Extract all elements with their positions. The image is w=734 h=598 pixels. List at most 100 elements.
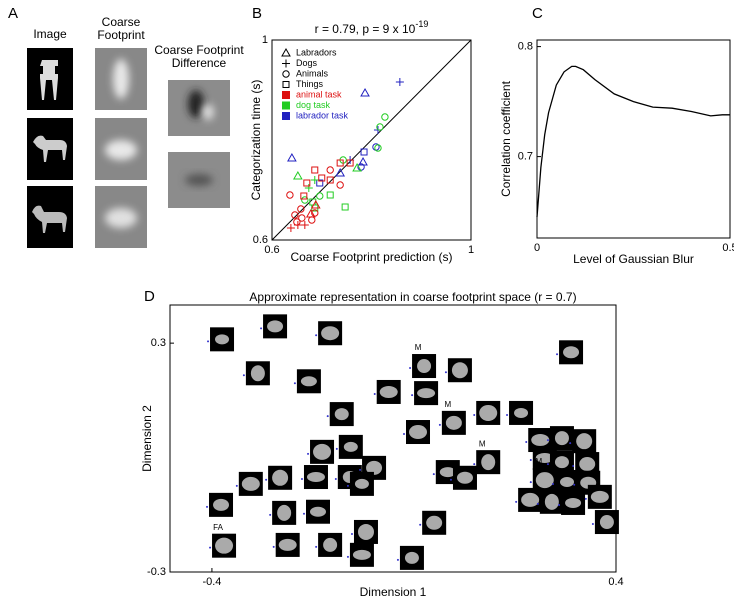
position-dot bbox=[346, 555, 349, 558]
thumbnail-object bbox=[321, 326, 340, 341]
position-dot bbox=[515, 500, 518, 503]
y-tick-label: 0.6 bbox=[253, 234, 268, 246]
y-tick-label: 1 bbox=[262, 34, 268, 46]
thumbnail-object bbox=[241, 476, 260, 491]
plot-frame bbox=[271, 39, 472, 241]
panel-label: B bbox=[252, 5, 262, 22]
x-tick-label: 0 bbox=[534, 242, 540, 254]
thumbnail-object bbox=[535, 472, 554, 489]
data-point bbox=[301, 196, 309, 204]
data-point bbox=[287, 152, 297, 162]
position-dot bbox=[449, 478, 452, 481]
chair-silhouette bbox=[40, 60, 58, 100]
thumbnail-object bbox=[306, 472, 325, 483]
thumbnail-object bbox=[445, 415, 462, 430]
thumbnail-object bbox=[323, 537, 338, 552]
thumbnail-object bbox=[590, 490, 609, 503]
thumbnail-object bbox=[267, 320, 284, 333]
thumbnail-object bbox=[366, 460, 383, 475]
data-point bbox=[298, 214, 306, 222]
x-tick-label: 0.5 bbox=[722, 242, 734, 254]
plot-frame bbox=[536, 39, 731, 239]
thumbnail-object bbox=[417, 359, 432, 374]
position-dot bbox=[419, 523, 422, 526]
y-tick-label: 0.7 bbox=[518, 151, 533, 163]
position-dot bbox=[350, 532, 353, 535]
image-column bbox=[27, 48, 73, 248]
data-point bbox=[305, 208, 316, 218]
thumbnail-object bbox=[579, 457, 596, 472]
column-header: Coarse Footprint Difference bbox=[154, 43, 244, 70]
position-dot bbox=[546, 463, 549, 466]
legend-marker bbox=[281, 47, 291, 57]
difference-blob bbox=[185, 174, 213, 186]
data-point bbox=[286, 191, 294, 199]
thumbnail-object bbox=[426, 515, 443, 530]
position-dot bbox=[206, 505, 209, 508]
data-point bbox=[360, 87, 370, 97]
position-dot bbox=[444, 371, 447, 374]
position-dot bbox=[409, 367, 412, 370]
position-dot bbox=[307, 452, 310, 455]
data-point bbox=[381, 113, 389, 121]
data-point bbox=[346, 159, 354, 167]
thumbnail-object bbox=[417, 388, 436, 399]
thumbnail-object bbox=[409, 425, 428, 440]
thumbnail-object bbox=[352, 549, 371, 560]
position-dot bbox=[569, 442, 572, 445]
data-point bbox=[293, 221, 302, 229]
footprint-column bbox=[95, 48, 147, 248]
point-label: M bbox=[445, 400, 452, 409]
data-point bbox=[311, 166, 319, 174]
position-dot bbox=[209, 546, 212, 549]
footprint-blob bbox=[105, 208, 137, 228]
point-label: M bbox=[535, 457, 542, 466]
chart-title: Approximate representation in coarse foo… bbox=[249, 290, 576, 304]
position-dot bbox=[334, 478, 337, 481]
thumbnail-object bbox=[313, 443, 332, 460]
thumbnail-object bbox=[576, 433, 593, 450]
legend-label: dog task bbox=[296, 100, 331, 110]
data-point bbox=[374, 144, 382, 152]
thumbnail-object bbox=[215, 334, 230, 345]
data-point bbox=[326, 166, 334, 174]
position-dot bbox=[546, 439, 549, 442]
thumbnail-object bbox=[277, 504, 292, 521]
x-tick-label: 1 bbox=[468, 244, 474, 256]
data-point bbox=[316, 179, 324, 187]
data-point bbox=[310, 176, 319, 184]
position-dot bbox=[272, 545, 275, 548]
data-point bbox=[300, 192, 308, 200]
column-header: Coarse Footprint bbox=[97, 15, 145, 42]
thumbnail-object bbox=[481, 454, 496, 471]
thumbnail-object bbox=[354, 478, 369, 489]
legend-label: animal task bbox=[296, 89, 342, 99]
position-dot bbox=[473, 463, 476, 466]
thumbnail-object bbox=[560, 476, 575, 487]
data-point bbox=[336, 159, 344, 167]
data-point bbox=[376, 123, 384, 131]
position-dot bbox=[242, 374, 245, 377]
position-dot bbox=[432, 473, 435, 476]
y-axis-label: Dimension 2 bbox=[140, 405, 154, 472]
thumbnail-object bbox=[278, 538, 297, 551]
thumbnail-object bbox=[565, 497, 582, 508]
data-point bbox=[341, 203, 349, 211]
data-point bbox=[310, 199, 321, 209]
position-dot bbox=[552, 482, 555, 485]
data-point bbox=[293, 170, 303, 180]
data-point bbox=[303, 179, 311, 187]
data-point bbox=[335, 167, 346, 177]
thumbnail-object bbox=[272, 469, 289, 486]
legend-marker bbox=[282, 59, 290, 68]
legend-swatch bbox=[282, 101, 290, 110]
thumbnail-object bbox=[309, 506, 326, 517]
legend-label: Labradors bbox=[296, 47, 337, 57]
y-tick-label: 0.3 bbox=[151, 337, 166, 349]
legend-label: Things bbox=[296, 79, 324, 89]
y-tick-label: -0.3 bbox=[147, 566, 166, 578]
position-dot bbox=[584, 497, 587, 500]
position-dot bbox=[473, 413, 476, 416]
